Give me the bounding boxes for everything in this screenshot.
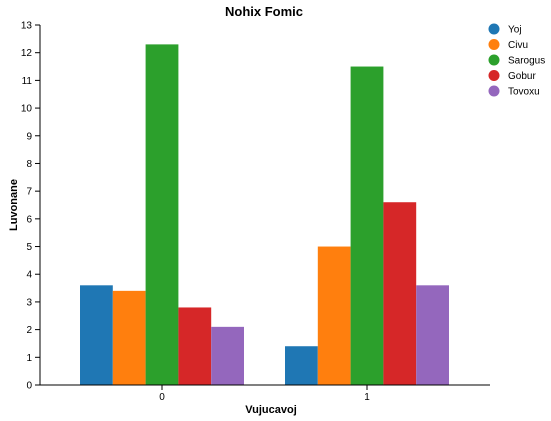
y-tick-label: 6 (26, 214, 32, 225)
legend-swatch (488, 85, 500, 97)
x-tick-label: 1 (364, 392, 370, 403)
legend-label: Civu (508, 40, 528, 51)
legend: Yoj Civu Sarogus Gobur Tovoxu (488, 23, 545, 98)
bar-tovoxu-1 (416, 285, 449, 385)
legend-swatch (488, 23, 500, 35)
y-tick-label: 5 (26, 242, 32, 253)
legend-swatch (488, 54, 500, 66)
y-tick-label: 2 (26, 325, 32, 336)
y-tick-label: 1 (26, 353, 32, 364)
x-axis-title: Vujucavoj (245, 404, 297, 416)
bar-yoj-0 (80, 285, 113, 385)
y-tick-label: 0 (26, 381, 32, 392)
x-tick-label: 0 (159, 392, 165, 403)
bar-civu-0 (112, 290, 146, 385)
y-tick-label: 9 (26, 131, 32, 142)
bar-gobur-1 (383, 202, 417, 385)
legend-label: Sarogus (508, 56, 545, 67)
legend-label: Yoj (508, 25, 522, 36)
y-tick-label: 8 (26, 159, 32, 170)
legend-swatch (488, 70, 500, 81)
bar-gobur-0 (178, 307, 212, 385)
y-axis-title: Luvonane (8, 179, 20, 231)
legend-label: Gobur (508, 71, 536, 82)
y-tick-label: 7 (26, 187, 32, 198)
bar-yoj-1 (285, 346, 318, 385)
bar-sarogus-1 (350, 66, 384, 386)
bar-sarogus-0 (145, 44, 179, 386)
y-tick-label: 4 (26, 270, 32, 281)
y-tick-label: 3 (26, 297, 32, 308)
bar-civu-1 (317, 246, 351, 385)
y-tick-label: 11 (22, 76, 33, 87)
legend-swatch (488, 39, 500, 50)
y-tick-label: 13 (21, 21, 33, 32)
chart-title: Nohix Fomic (225, 4, 303, 19)
y-tick-label: 10 (21, 104, 33, 115)
legend-label: Tovoxu (508, 87, 540, 98)
bar-tovoxu-0 (211, 326, 244, 385)
y-tick-label: 12 (21, 48, 33, 59)
plot-area (80, 44, 449, 386)
